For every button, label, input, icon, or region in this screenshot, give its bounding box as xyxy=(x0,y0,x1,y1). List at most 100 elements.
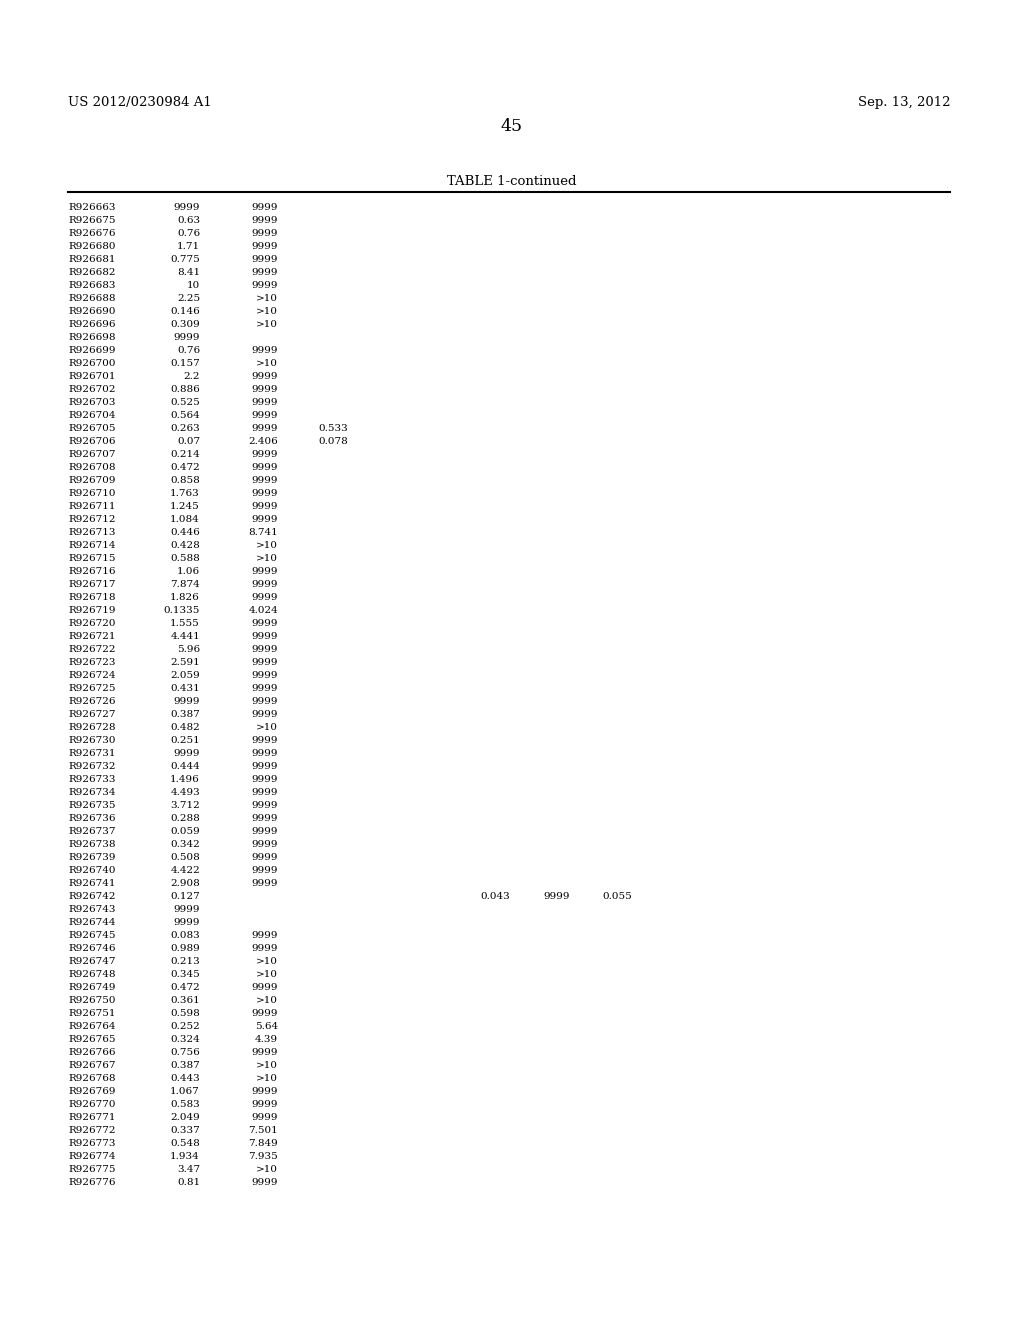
Text: 0.252: 0.252 xyxy=(170,1022,200,1031)
Text: 9999: 9999 xyxy=(252,281,278,290)
Text: R926765: R926765 xyxy=(68,1035,116,1044)
Text: 0.288: 0.288 xyxy=(170,814,200,822)
Text: R926775: R926775 xyxy=(68,1166,116,1173)
Text: 0.083: 0.083 xyxy=(170,931,200,940)
Text: 9999: 9999 xyxy=(252,203,278,213)
Text: R926737: R926737 xyxy=(68,828,116,836)
Text: R926769: R926769 xyxy=(68,1086,116,1096)
Text: R926663: R926663 xyxy=(68,203,116,213)
Text: 0.337: 0.337 xyxy=(170,1126,200,1135)
Text: R926774: R926774 xyxy=(68,1152,116,1162)
Text: 0.598: 0.598 xyxy=(170,1008,200,1018)
Text: 0.428: 0.428 xyxy=(170,541,200,550)
Text: 0.309: 0.309 xyxy=(170,319,200,329)
Text: R926740: R926740 xyxy=(68,866,116,875)
Text: 0.251: 0.251 xyxy=(170,737,200,744)
Text: 1.934: 1.934 xyxy=(170,1152,200,1162)
Text: R926776: R926776 xyxy=(68,1177,116,1187)
Text: 9999: 9999 xyxy=(252,697,278,706)
Text: R926746: R926746 xyxy=(68,944,116,953)
Text: 9999: 9999 xyxy=(252,853,278,862)
Text: R926770: R926770 xyxy=(68,1100,116,1109)
Text: R926710: R926710 xyxy=(68,488,116,498)
Text: 0.443: 0.443 xyxy=(170,1074,200,1082)
Text: 1.496: 1.496 xyxy=(170,775,200,784)
Text: R926722: R926722 xyxy=(68,645,116,653)
Text: 2.908: 2.908 xyxy=(170,879,200,888)
Text: 9999: 9999 xyxy=(252,242,278,251)
Text: R926744: R926744 xyxy=(68,917,116,927)
Text: R926741: R926741 xyxy=(68,879,116,888)
Text: 2.591: 2.591 xyxy=(170,657,200,667)
Text: 9999: 9999 xyxy=(252,450,278,459)
Text: 1.245: 1.245 xyxy=(170,502,200,511)
Text: R926726: R926726 xyxy=(68,697,116,706)
Text: 9999: 9999 xyxy=(252,788,278,797)
Text: 0.446: 0.446 xyxy=(170,528,200,537)
Text: 9999: 9999 xyxy=(252,840,278,849)
Text: R926680: R926680 xyxy=(68,242,116,251)
Text: 0.63: 0.63 xyxy=(177,216,200,224)
Text: R926703: R926703 xyxy=(68,399,116,407)
Text: 9999: 9999 xyxy=(252,1100,278,1109)
Text: 7.849: 7.849 xyxy=(248,1139,278,1148)
Text: R926721: R926721 xyxy=(68,632,116,642)
Text: 0.564: 0.564 xyxy=(170,411,200,420)
Text: 9999: 9999 xyxy=(252,568,278,576)
Text: 0.059: 0.059 xyxy=(170,828,200,836)
Text: 0.214: 0.214 xyxy=(170,450,200,459)
Text: R926682: R926682 xyxy=(68,268,116,277)
Text: >10: >10 xyxy=(256,957,278,966)
Text: 0.078: 0.078 xyxy=(318,437,348,446)
Text: 1.763: 1.763 xyxy=(170,488,200,498)
Text: 9999: 9999 xyxy=(252,372,278,381)
Text: 0.76: 0.76 xyxy=(177,228,200,238)
Text: R926701: R926701 xyxy=(68,372,116,381)
Text: R926773: R926773 xyxy=(68,1139,116,1148)
Text: 9999: 9999 xyxy=(252,385,278,393)
Text: 0.361: 0.361 xyxy=(170,997,200,1005)
Text: 2.25: 2.25 xyxy=(177,294,200,304)
Text: R926696: R926696 xyxy=(68,319,116,329)
Text: 0.146: 0.146 xyxy=(170,308,200,315)
Text: 0.508: 0.508 xyxy=(170,853,200,862)
Text: 7.935: 7.935 xyxy=(248,1152,278,1162)
Text: R926725: R926725 xyxy=(68,684,116,693)
Text: 10: 10 xyxy=(186,281,200,290)
Text: 9999: 9999 xyxy=(252,399,278,407)
Text: 9999: 9999 xyxy=(544,892,570,902)
Text: 0.76: 0.76 xyxy=(177,346,200,355)
Text: R926767: R926767 xyxy=(68,1061,116,1071)
Text: 0.387: 0.387 xyxy=(170,1061,200,1071)
Text: 9999: 9999 xyxy=(173,333,200,342)
Text: R926715: R926715 xyxy=(68,554,116,564)
Text: >10: >10 xyxy=(256,541,278,550)
Text: 9999: 9999 xyxy=(252,879,278,888)
Text: R926713: R926713 xyxy=(68,528,116,537)
Text: 9999: 9999 xyxy=(252,255,278,264)
Text: 9999: 9999 xyxy=(252,1177,278,1187)
Text: 9999: 9999 xyxy=(252,737,278,744)
Text: 9999: 9999 xyxy=(252,593,278,602)
Text: R926736: R926736 xyxy=(68,814,116,822)
Text: 0.583: 0.583 xyxy=(170,1100,200,1109)
Text: 0.775: 0.775 xyxy=(170,255,200,264)
Text: 9999: 9999 xyxy=(252,931,278,940)
Text: 9999: 9999 xyxy=(252,268,278,277)
Text: 9999: 9999 xyxy=(252,346,278,355)
Text: 4.024: 4.024 xyxy=(248,606,278,615)
Text: 0.213: 0.213 xyxy=(170,957,200,966)
Text: 3.47: 3.47 xyxy=(177,1166,200,1173)
Text: 9999: 9999 xyxy=(173,906,200,913)
Text: 9999: 9999 xyxy=(252,657,278,667)
Text: R926675: R926675 xyxy=(68,216,116,224)
Text: R926676: R926676 xyxy=(68,228,116,238)
Text: R926718: R926718 xyxy=(68,593,116,602)
Text: 0.989: 0.989 xyxy=(170,944,200,953)
Text: 0.043: 0.043 xyxy=(480,892,510,902)
Text: 9999: 9999 xyxy=(252,1113,278,1122)
Text: 9999: 9999 xyxy=(252,828,278,836)
Text: 9999: 9999 xyxy=(252,1008,278,1018)
Text: R926714: R926714 xyxy=(68,541,116,550)
Text: 7.874: 7.874 xyxy=(170,579,200,589)
